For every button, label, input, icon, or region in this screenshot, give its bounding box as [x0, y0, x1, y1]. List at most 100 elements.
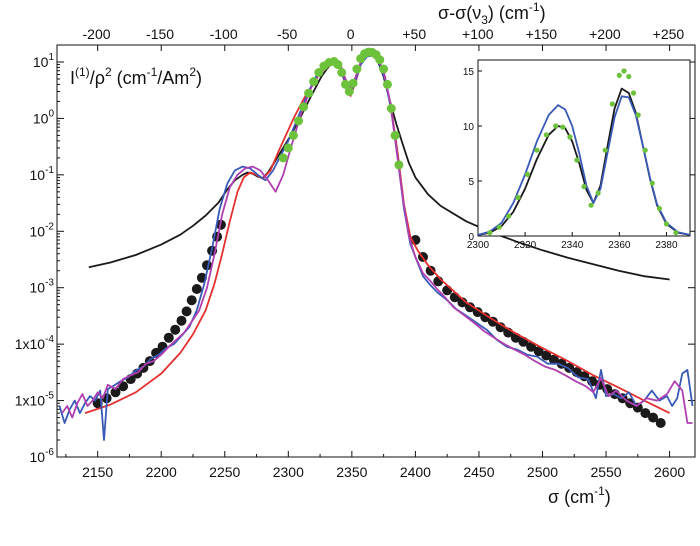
series-black-points-point — [186, 295, 197, 306]
y-axis-title: I(1)/ρ2 (cm-1/Am2) — [70, 65, 202, 88]
top-tick-label: 0 — [347, 26, 355, 42]
inset-x-tick-label: 2340 — [561, 240, 584, 251]
inset-x-tick-label: 2320 — [514, 240, 537, 251]
series-green-points-point — [390, 130, 400, 140]
series-green-points-point — [352, 64, 362, 74]
series-green-points-point — [278, 153, 288, 163]
inset-x-tick-label: 2360 — [608, 240, 631, 251]
x-tick-label: 2200 — [146, 464, 177, 480]
x-tick-label: 2450 — [463, 464, 494, 480]
inset-plot-frame — [477, 59, 691, 237]
inset-y-tick-label: 0 — [468, 232, 474, 243]
inset-green-points-point — [567, 134, 573, 140]
series-black-points-point — [548, 354, 559, 365]
inset-green-points-point — [673, 230, 679, 236]
series-green-points-point — [341, 79, 350, 89]
y-tick-label: 1x10-4 — [15, 334, 55, 352]
inset-background — [478, 60, 690, 236]
y-tick-label: 10-1 — [30, 165, 55, 183]
inset-x-tick-label: 2300 — [467, 240, 490, 251]
series-green-points-point — [379, 64, 389, 74]
series-black-points-point — [648, 412, 659, 423]
inset-green-points-point — [602, 147, 608, 153]
series-black-points-point — [170, 324, 181, 335]
series-black-points-point — [472, 307, 483, 318]
inset-green-points-point — [621, 68, 627, 74]
series-black-points-point — [425, 265, 436, 276]
inset-green-points-point — [588, 202, 594, 208]
inset-axes: 2300 2320 2340 2360 2380 0 5 10 15 — [463, 67, 678, 251]
series-green-points-point — [337, 68, 347, 77]
y-tick-label: 10-2 — [30, 221, 55, 239]
inset-y-tick-label: 5 — [468, 177, 474, 188]
x-tick-label: 2300 — [273, 464, 304, 480]
main-plot-frame — [56, 44, 696, 458]
x-axis-title: σ (cm-1) — [548, 484, 611, 507]
series-green-points-point — [288, 130, 298, 140]
series-black-points-point — [110, 387, 121, 398]
series-black-points-point — [487, 316, 498, 327]
inset-green-points-point — [487, 230, 493, 236]
inset-series-group — [478, 68, 690, 236]
x-tick-label: 2350 — [336, 464, 367, 480]
inset-green-points-point — [656, 205, 663, 212]
x-tick-label: 2250 — [209, 464, 240, 480]
series-black-points-point — [465, 302, 475, 313]
series-black-points-point — [457, 297, 468, 308]
top-tick-label: -150 — [146, 26, 174, 42]
series-black-points-point — [181, 306, 192, 317]
top-tick-label: -200 — [83, 26, 111, 42]
inset-green-points-point — [649, 180, 655, 186]
inset-green-points-point — [630, 90, 637, 96]
top-tick-label: +100 — [462, 26, 494, 42]
series-green-points-point — [382, 79, 392, 89]
series-green-points-point — [309, 77, 319, 87]
inset-x-tick-label: 2380 — [655, 240, 678, 251]
y-tick-label: 10-3 — [30, 278, 55, 296]
inset-green-points-point — [663, 221, 670, 227]
inset-green-points-point — [560, 124, 566, 130]
x-tick-label: 2400 — [400, 464, 431, 480]
series-black-points-point — [655, 418, 666, 428]
inset-green-points-point — [581, 183, 587, 190]
inset-green-points-point — [616, 72, 622, 78]
series-green-points-point — [333, 60, 343, 70]
x-tick-label: 2500 — [527, 464, 558, 480]
inset-green-points-point — [515, 194, 521, 201]
inset-green-points-point — [595, 190, 601, 196]
top-tick-label: +250 — [653, 26, 685, 42]
main-series-group — [58, 47, 694, 441]
main-axes: 2150 2200 2250 2300 2350 2400 2450 2500 2550 2600… — [15, 26, 695, 480]
series-green-points-point — [314, 68, 324, 77]
series-green-points-point — [283, 143, 293, 153]
top-tick-label: -50 — [277, 26, 297, 42]
x-tick-label: 2150 — [82, 464, 113, 480]
top-tick-label: -100 — [210, 26, 238, 42]
series-black-points-point — [442, 285, 453, 296]
y-tick-label: 10-6 — [30, 447, 55, 465]
inset-green-points-point — [642, 147, 648, 153]
series-green-points-point — [386, 104, 396, 113]
series-green-points-point — [375, 55, 385, 65]
y-tick-label: 100 — [33, 108, 55, 126]
series-green-points-point — [348, 78, 358, 88]
inset-green-points-point — [626, 73, 632, 80]
inset-green-points-point — [496, 224, 502, 230]
inset-green-points-point — [635, 112, 641, 118]
top-axis-title: σ-σ(ν3) (cm-1) — [438, 0, 546, 27]
inset-green-points-point — [534, 147, 540, 153]
inset-green-points-point — [609, 101, 615, 107]
inset-y-tick-label: 10 — [463, 122, 475, 133]
y-tick-label: 101 — [33, 52, 55, 70]
series-black-points-point — [163, 332, 174, 343]
top-tick-label: +50 — [402, 26, 426, 42]
inset-y-tick-label: 15 — [463, 67, 475, 78]
y-tick-label: 1x10-5 — [15, 391, 55, 409]
top-tick-label: +200 — [589, 26, 621, 42]
top-tick-label: +150 — [526, 26, 558, 42]
series-black-points-point — [533, 346, 544, 357]
series-green-points-point — [344, 87, 354, 96]
series-green-points-point — [294, 116, 303, 126]
series-black-points-point — [480, 312, 491, 323]
